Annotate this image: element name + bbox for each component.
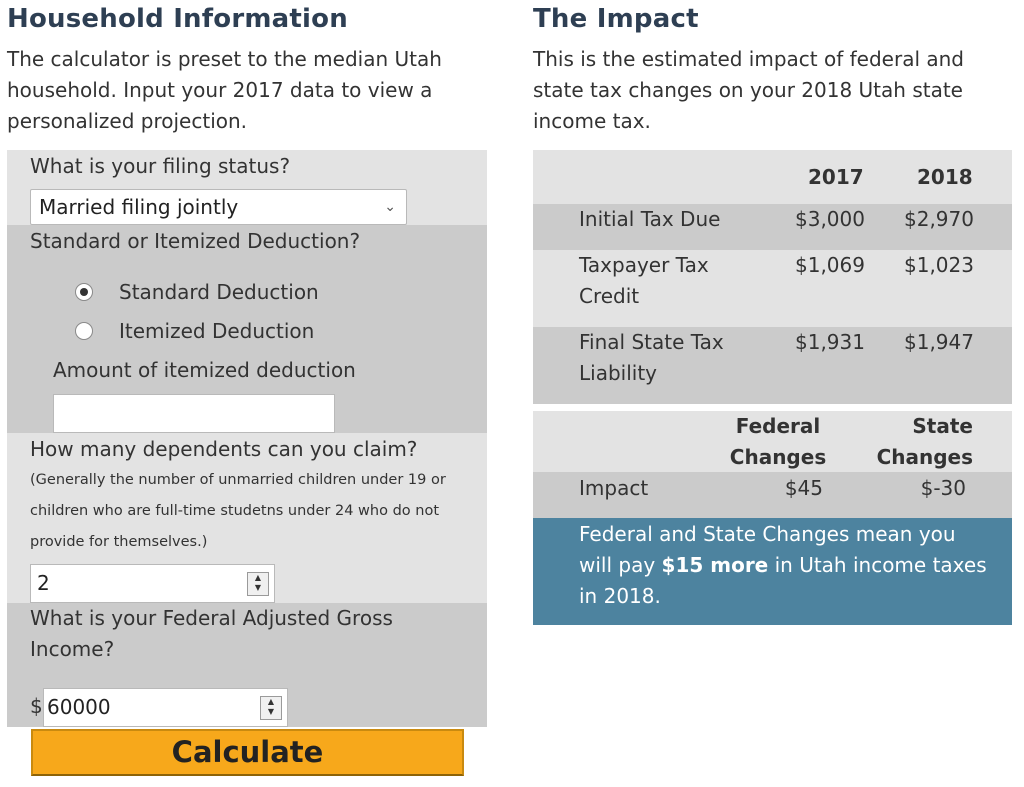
filing-status-value: Married filing jointly (39, 195, 239, 219)
value-2017: $3,000 (795, 207, 865, 231)
value-2018: $2,970 (904, 207, 974, 231)
summary-highlight: $15 more (661, 553, 769, 577)
itemized-deduction-label: Itemized Deduction (119, 319, 315, 343)
dependents-stepper-icon[interactable]: ▲ ▼ (247, 572, 269, 596)
row-label: Final State Tax Liability (579, 330, 724, 385)
column-2017: 2017 (808, 165, 864, 189)
standard-deduction-radio[interactable] (75, 283, 93, 301)
table-row: Final State Tax Liability $1,931 $1,947 (533, 327, 1012, 404)
column-federal-changes: Federal Changes (729, 414, 827, 469)
agi-stepper-icon[interactable]: ▲ ▼ (260, 696, 282, 720)
value-2017: $1,069 (795, 253, 865, 277)
tax-table-header: 2017 2018 (533, 150, 1012, 204)
table-row: Taxpayer Tax Credit $1,069 $1,023 (533, 250, 1012, 327)
agi-section: What is your Federal Adjusted Gross Inco… (7, 603, 487, 727)
dependents-input[interactable]: 2 ▲ ▼ (30, 564, 275, 603)
impact-title: The Impact (533, 4, 699, 34)
standard-deduction-option[interactable]: Standard Deduction (75, 280, 319, 304)
calculate-button[interactable]: Calculate (31, 729, 464, 776)
value-2018: $1,023 (904, 253, 974, 277)
table-row: Impact $45 $-30 (533, 472, 1012, 518)
currency-symbol: $ (30, 694, 43, 718)
dependents-note: (Generally the number of unmarried child… (30, 472, 446, 550)
value-2017: $1,931 (795, 330, 865, 354)
household-intro: The calculator is preset to the median U… (7, 47, 442, 133)
filing-status-section: What is your filing status? Married fili… (7, 150, 487, 225)
impact-intro: This is the estimated impact of federal … (533, 47, 964, 133)
agi-input[interactable]: 60000 ▲ ▼ (43, 688, 288, 727)
row-label: Taxpayer Tax Credit (579, 253, 709, 308)
table-row: Initial Tax Due $3,000 $2,970 (533, 204, 1012, 250)
column-2018: 2018 (917, 165, 973, 189)
itemized-amount-input[interactable] (53, 394, 335, 433)
standard-deduction-label: Standard Deduction (119, 280, 319, 304)
dependents-label: How many dependents can you claim? (30, 437, 418, 461)
itemized-deduction-radio[interactable] (75, 322, 93, 340)
deduction-section: Standard or Itemized Deduction? Standard… (7, 225, 487, 433)
row-label: Impact (579, 476, 649, 500)
summary-text: Federal and State Changes mean you will … (579, 519, 989, 612)
household-title: Household Information (7, 4, 348, 34)
itemized-deduction-option[interactable]: Itemized Deduction (75, 319, 314, 343)
column-state-changes: State Changes (876, 414, 973, 469)
agi-value: 60000 (47, 695, 111, 719)
deduction-label: Standard or Itemized Deduction? (30, 229, 361, 253)
state-impact-value: $-30 (920, 476, 966, 500)
chevron-down-icon: ⌄ (384, 199, 396, 215)
itemized-amount-label: Amount of itemized deduction (53, 358, 356, 382)
summary-after: in Utah income taxes in 2018. (579, 553, 987, 608)
row-label: Initial Tax Due (579, 207, 721, 231)
dependents-value: 2 (37, 571, 50, 595)
federal-impact-value: $45 (784, 476, 823, 500)
summary-banner: Federal and State Changes mean you will … (533, 518, 1012, 625)
value-2018: $1,947 (904, 330, 974, 354)
filing-status-label: What is your filing status? (30, 154, 291, 178)
agi-label: What is your Federal Adjusted Gross Inco… (30, 606, 393, 661)
filing-status-select[interactable]: Married filing jointly ⌄ (30, 189, 407, 225)
summary-before: Federal and State Changes mean you will … (579, 522, 956, 577)
impact-table-header: Federal Changes State Changes (533, 411, 1012, 472)
dependents-section: How many dependents can you claim? (Gene… (7, 433, 487, 603)
